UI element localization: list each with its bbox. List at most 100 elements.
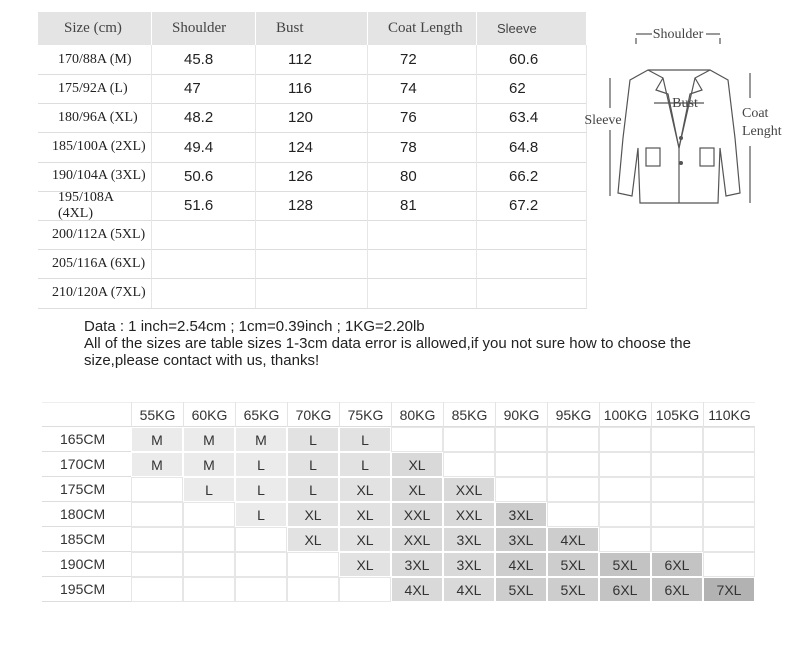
size-cell: L [339, 452, 391, 477]
empty-cell [547, 452, 599, 477]
size-cell: L [235, 477, 287, 502]
weight-header: 75KG [339, 402, 391, 427]
empty-cell [651, 502, 703, 527]
size-cell: M [183, 452, 235, 477]
empty-cell [477, 278, 587, 309]
size-cell: XL [339, 527, 391, 552]
size-cell: L [235, 502, 287, 527]
size-cell: L [183, 477, 235, 502]
weight-header: 95KG [547, 402, 599, 427]
size-cell: 195/108A (4XL) [38, 190, 152, 221]
value-cell: 78 [368, 132, 477, 163]
size-cell: 5XL [547, 552, 599, 577]
empty-cell [183, 577, 235, 602]
empty-cell [235, 577, 287, 602]
size-cell: L [287, 477, 339, 502]
empty-cell [256, 220, 368, 251]
size-cell: 175/92A (L) [38, 74, 152, 105]
value-cell: 63.4 [477, 103, 587, 134]
header-cell: Coat Length [368, 12, 477, 45]
value-cell: 50.6 [152, 161, 256, 192]
empty-cell [703, 427, 755, 452]
size-cell: 6XL [651, 552, 703, 577]
size-cell: 180/96A (XL) [38, 103, 152, 134]
empty-cell [152, 220, 256, 251]
size-cell: 3XL [391, 552, 443, 577]
empty-cell [703, 527, 755, 552]
weight-header: 70KG [287, 402, 339, 427]
value-cell: 72 [368, 45, 477, 75]
size-cell: 4XL [391, 577, 443, 602]
value-cell: 60.6 [477, 45, 587, 75]
empty-cell [651, 452, 703, 477]
size-cell: 5XL [547, 577, 599, 602]
size-cell: L [235, 452, 287, 477]
coat-diagram: Shoulder Bust Sleeve Coat Lenght [584, 27, 782, 204]
empty-cell [703, 502, 755, 527]
size-cell: L [339, 427, 391, 452]
size-cell: 7XL [703, 577, 755, 602]
size-cell: L [287, 427, 339, 452]
size-cell: 6XL [599, 577, 651, 602]
header-row [42, 402, 755, 427]
empty-cell [443, 452, 495, 477]
empty-cell [599, 452, 651, 477]
height-header: 165CM [42, 427, 131, 452]
empty-cell [599, 477, 651, 502]
empty-cell [368, 249, 477, 280]
empty-cell [183, 502, 235, 527]
header-cell: Sleeve [477, 12, 587, 45]
weight-header: 65KG [235, 402, 287, 427]
size-cell: XXL [443, 477, 495, 502]
empty-cell [368, 278, 477, 309]
size-cell: XL [339, 477, 391, 502]
size-cell: 6XL [651, 577, 703, 602]
value-cell: 74 [368, 74, 477, 105]
empty-cell [651, 477, 703, 502]
value-cell: 112 [256, 45, 368, 75]
value-cell: 126 [256, 161, 368, 192]
size-cell: XXL [391, 502, 443, 527]
empty-cell [152, 278, 256, 309]
size-cell: 5XL [495, 577, 547, 602]
value-cell: 47 [152, 74, 256, 105]
value-cell: 116 [256, 74, 368, 105]
label-sleeve: Sleeve [584, 113, 621, 128]
height-header: 190CM [42, 552, 131, 577]
size-cell: 3XL [443, 552, 495, 577]
size-cell: XL [391, 477, 443, 502]
empty-cell [703, 452, 755, 477]
empty-cell [183, 552, 235, 577]
size-cell: 210/120A (7XL) [38, 278, 152, 309]
value-cell: 49.4 [152, 132, 256, 163]
value-cell: 51.6 [152, 191, 256, 221]
value-cell: 120 [256, 103, 368, 134]
empty-cell [235, 552, 287, 577]
empty-cell [547, 427, 599, 452]
height-header: 195CM [42, 577, 131, 602]
empty-cell [131, 477, 183, 502]
size-cell: XL [339, 552, 391, 577]
size-cell: XXL [443, 502, 495, 527]
header-cell: Size (cm) [38, 12, 152, 45]
empty-cell [235, 527, 287, 552]
size-cell: L [287, 452, 339, 477]
label-bust: Bust [672, 96, 698, 111]
height-header: 180CM [42, 502, 131, 527]
height-header: 185CM [42, 527, 131, 552]
size-cell: 4XL [495, 552, 547, 577]
value-cell: 124 [256, 132, 368, 163]
weight-header: 60KG [183, 402, 235, 427]
empty-cell [651, 427, 703, 452]
size-cell: XL [391, 452, 443, 477]
empty-cell [339, 577, 391, 602]
empty-cell [703, 552, 755, 577]
height-header: 170CM [42, 452, 131, 477]
weight-header: 85KG [443, 402, 495, 427]
empty-cell [547, 502, 599, 527]
empty-cell [599, 427, 651, 452]
empty-cell [131, 577, 183, 602]
height-header: 175CM [42, 477, 131, 502]
empty-cell [495, 452, 547, 477]
